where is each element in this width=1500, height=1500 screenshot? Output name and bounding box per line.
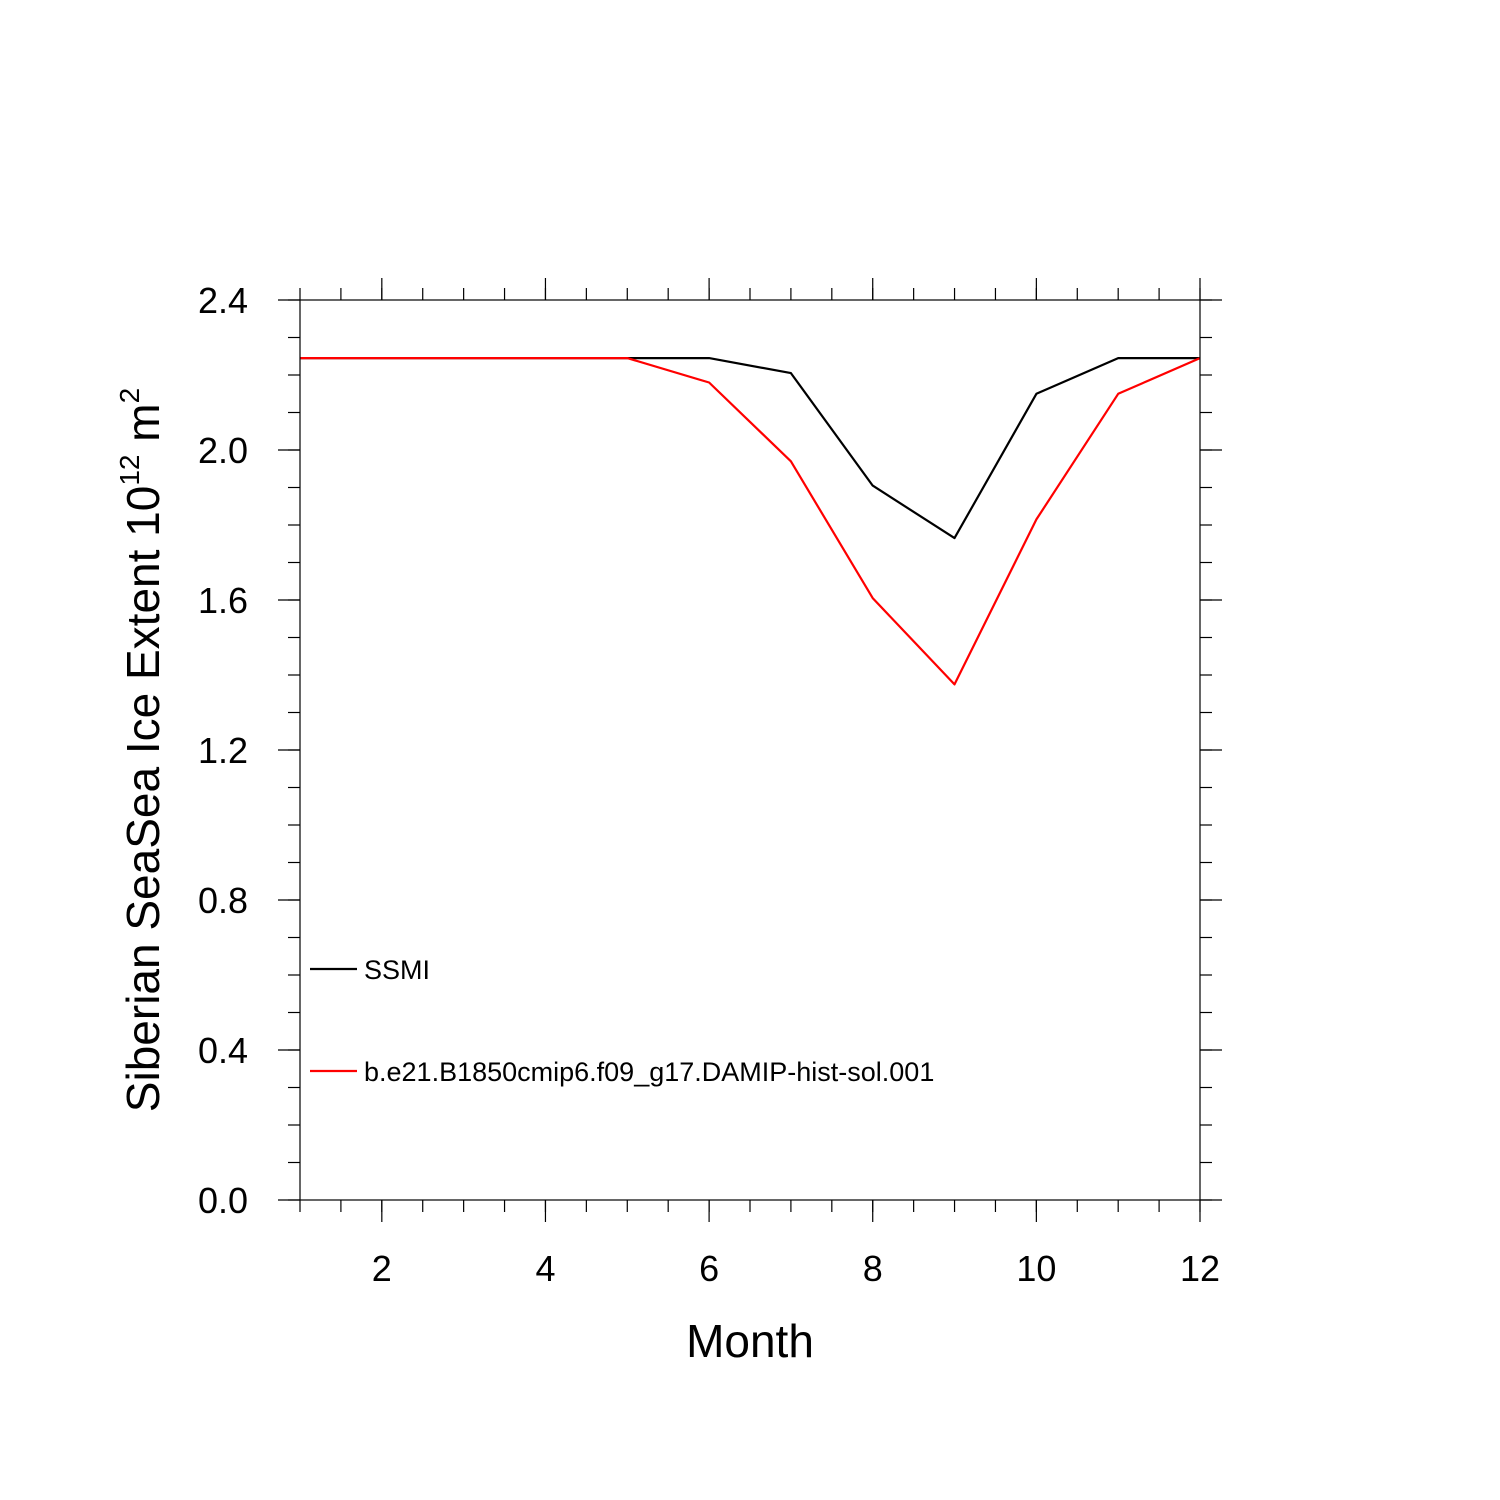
x-tick-label: 12 (1180, 1248, 1220, 1289)
y-axis-title: Siberian SeaSea Ice Extent 1012 m2 (114, 388, 169, 1112)
y-axis-title-unit: m (117, 403, 169, 454)
y-tick-labels: 0.0 0.4 0.8 1.2 1.6 2.0 2.4 (198, 280, 248, 1221)
x-major-ticks (381, 278, 1201, 1222)
y-tick-label: 1.6 (198, 580, 248, 621)
y-tick-label: 2.0 (198, 430, 248, 471)
y-tick-label: 1.2 (198, 730, 248, 771)
y-tick-label: 0.4 (198, 1030, 248, 1071)
y-axis-title-exponent: 12 (114, 455, 145, 486)
x-axis-title: Month (686, 1315, 814, 1367)
x-tick-label: 4 (535, 1248, 555, 1289)
x-tick-label: 6 (699, 1248, 719, 1289)
series-line-1 (300, 357, 1200, 540)
y-axis-title-unit-exponent: 2 (114, 388, 145, 404)
series-line-2 (300, 357, 1201, 686)
y-major-ticks (278, 299, 1222, 1201)
y-axis-title-main: Siberian SeaSea Ice Extent 10 (117, 486, 169, 1113)
series-lines (300, 357, 1201, 686)
x-tick-label: 2 (372, 1248, 392, 1289)
legend-label-2: b.e21.B1850cmip6.f09_g17.DAMIP-hist-sol.… (364, 1057, 934, 1087)
x-tick-label: 8 (863, 1248, 883, 1289)
plot-frame (299, 299, 1201, 1201)
y-tick-label: 0.0 (198, 1180, 248, 1221)
y-tick-label: 0.8 (198, 880, 248, 921)
x-tick-labels: 2 4 6 8 10 12 (372, 1248, 1220, 1289)
legend: SSMI b.e21.B1850cmip6.f09_g17.DAMIP-hist-… (310, 955, 934, 1087)
legend-label-1: SSMI (364, 955, 430, 985)
y-tick-label: 2.4 (198, 280, 248, 321)
x-tick-label: 10 (1016, 1248, 1056, 1289)
